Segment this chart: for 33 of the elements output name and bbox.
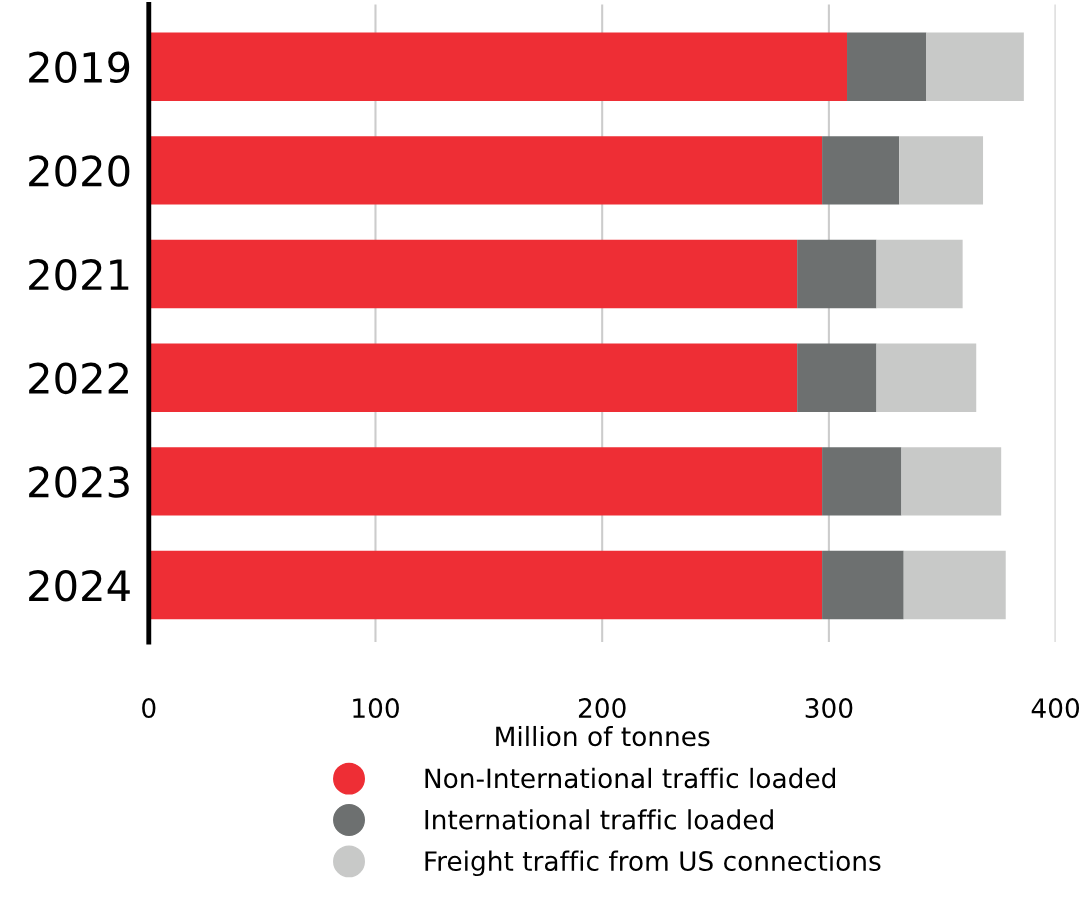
bar <box>148 550 823 620</box>
x-tick-label: 100 <box>353 698 399 719</box>
bar <box>876 239 963 309</box>
bar <box>148 32 848 101</box>
bar <box>901 447 1002 516</box>
y-tick-label: 2023 <box>29 466 129 498</box>
bar <box>876 343 977 412</box>
bar <box>797 239 877 309</box>
bar <box>822 550 904 620</box>
legend-label: Non-International traffic loaded <box>425 767 836 789</box>
bar <box>822 136 900 205</box>
x-axis-title: Million of tonnes <box>496 725 710 747</box>
bar <box>148 447 823 516</box>
bar <box>926 32 1024 101</box>
bar <box>148 239 798 309</box>
y-tick-label: 2021 <box>29 258 129 291</box>
bar <box>899 136 984 205</box>
bar <box>148 136 823 205</box>
y-tick-label: 2022 <box>29 362 128 395</box>
bar <box>822 447 902 516</box>
bar <box>847 32 927 101</box>
x-tick-label: 0 <box>142 698 156 719</box>
x-tick-label: 400 <box>1031 698 1080 719</box>
x-tick-label: 200 <box>578 698 626 719</box>
y-tick-label: 2024 <box>29 569 130 602</box>
legend-label: Freight traffic from US connections <box>425 850 881 877</box>
bar <box>797 343 877 412</box>
y-tick-label: 2019 <box>29 51 130 84</box>
bar <box>903 550 1006 620</box>
legend-label: International traffic loaded <box>425 809 773 830</box>
x-tick-label: 300 <box>805 698 853 719</box>
y-tick-label: 2020 <box>29 155 130 187</box>
bar <box>148 343 798 412</box>
